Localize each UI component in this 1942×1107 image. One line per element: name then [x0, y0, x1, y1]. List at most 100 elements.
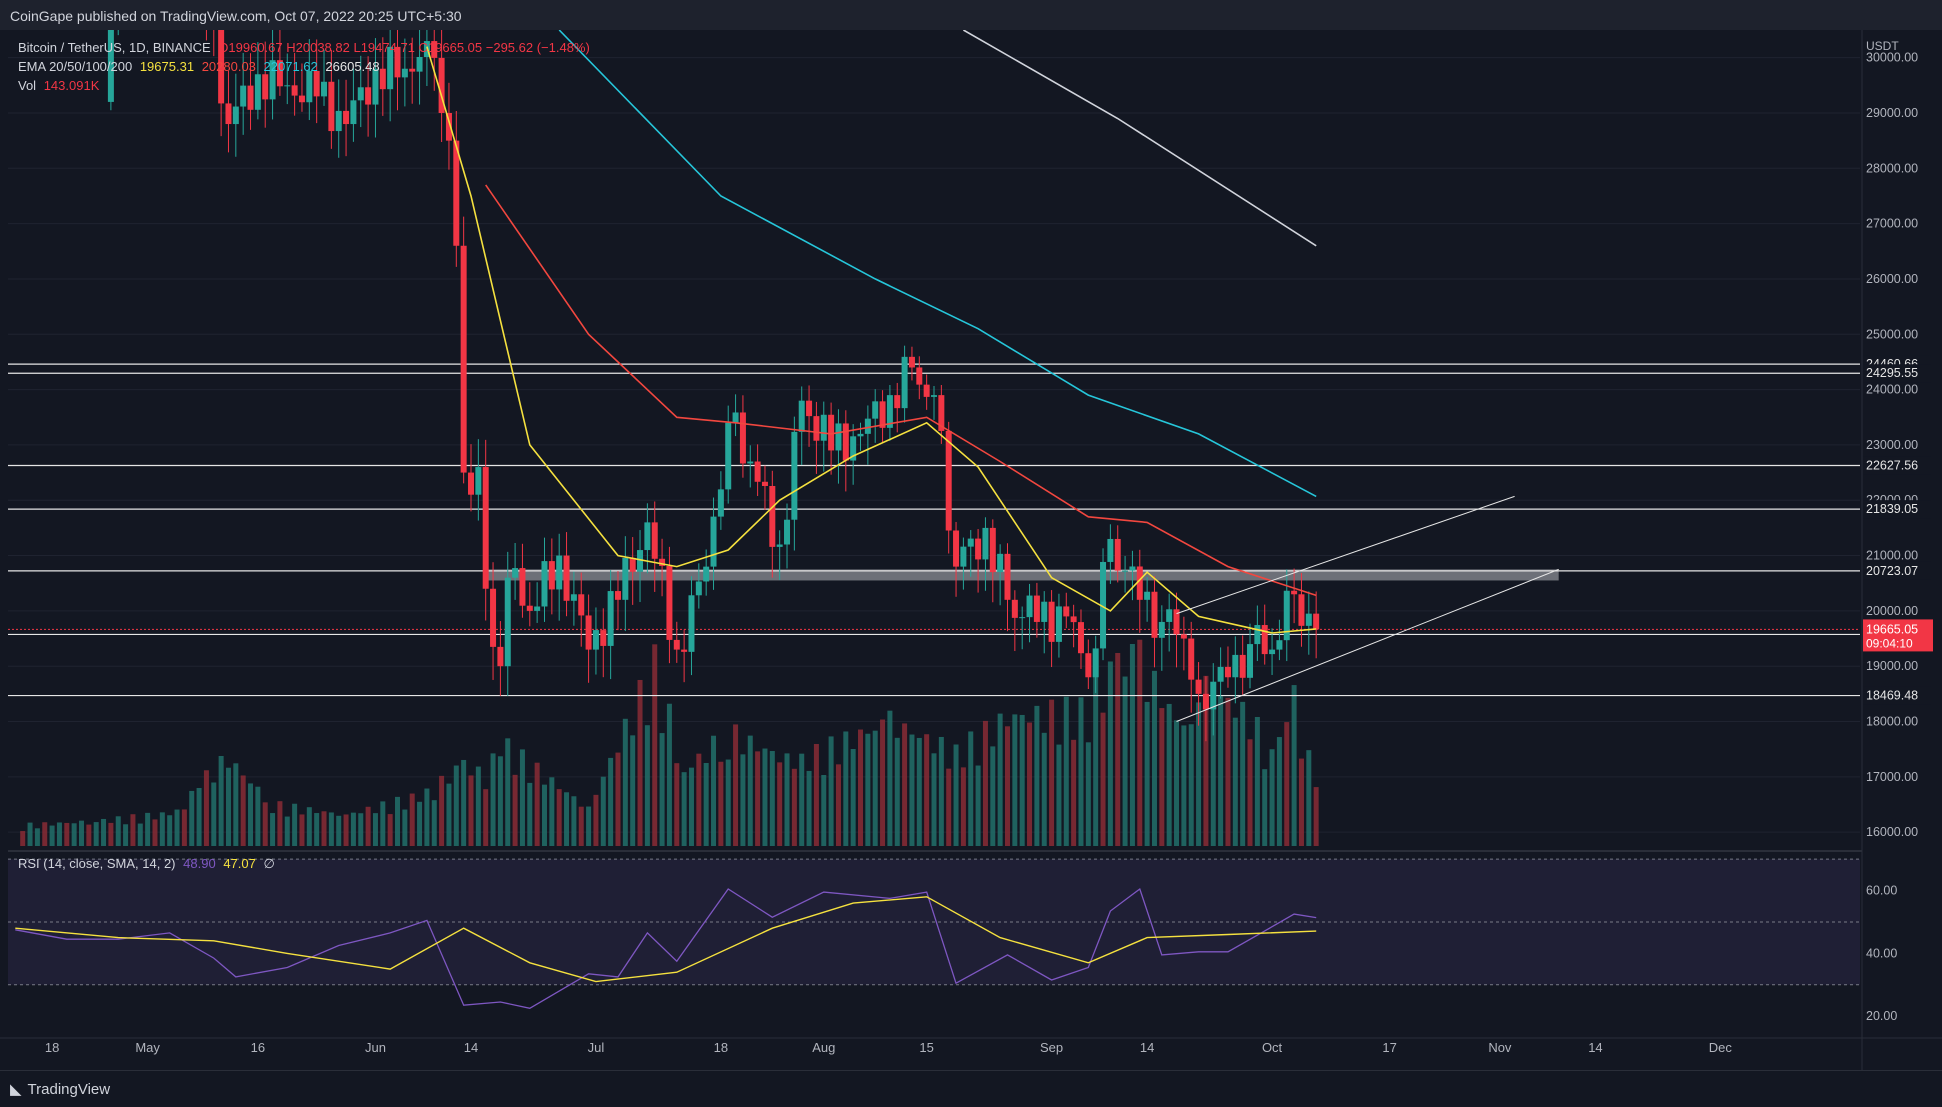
volume-bar — [821, 774, 827, 846]
volume-bar — [240, 775, 246, 846]
volume-bar — [299, 814, 305, 846]
time-tick-label: Jun — [365, 1040, 386, 1055]
candle-body — [394, 46, 401, 78]
candle-body — [1144, 591, 1151, 600]
volume-bar — [306, 807, 312, 846]
candle-body — [754, 461, 761, 482]
volume-bar — [218, 755, 224, 846]
volume-bar — [666, 703, 672, 846]
candle-body — [1136, 566, 1143, 600]
candle-body — [1180, 634, 1187, 639]
volume-bar — [835, 764, 841, 846]
candle-body — [453, 140, 460, 246]
price-tick-label: 28000.00 — [1866, 161, 1918, 175]
volume-bar — [938, 736, 944, 846]
candle-body — [585, 615, 592, 650]
volume-bar — [527, 782, 533, 846]
legend-rsi-label[interactable]: RSI (14, close, SMA, 14, 2) — [18, 856, 176, 871]
volume-bar — [453, 765, 459, 846]
candle-body — [504, 577, 511, 667]
volume-bar — [681, 772, 687, 846]
price-chart[interactable]: USDT 16000.00 17000.00 18000.00 19000.00 2000… — [0, 30, 1942, 1070]
candle-body — [276, 60, 283, 87]
candle-body — [732, 412, 739, 423]
candle-body — [857, 433, 864, 437]
price-tick-label: 26000.00 — [1866, 272, 1918, 286]
candle-body — [1114, 538, 1121, 571]
volume-bar — [130, 814, 136, 846]
price-tick-label: 25000.00 — [1866, 327, 1918, 341]
volume-bar — [571, 796, 577, 846]
volume-bar — [600, 776, 606, 846]
candle-body — [1217, 666, 1224, 682]
candle-body — [798, 400, 805, 432]
legend-ema-label[interactable]: EMA 20/50/100/200 — [18, 59, 133, 74]
volume-bar — [549, 777, 555, 846]
volume-bar — [42, 822, 48, 846]
candle-body — [1291, 590, 1298, 595]
candle-body — [482, 467, 489, 589]
volume-bar — [711, 735, 717, 846]
volume-bar — [78, 820, 84, 846]
price-tick-label: 16000.00 — [1866, 825, 1918, 839]
candle-body — [416, 56, 423, 72]
candle-body — [1019, 617, 1026, 619]
volume-bar — [1262, 769, 1268, 846]
candle-body — [592, 630, 599, 650]
volume-bar — [181, 809, 187, 846]
tradingview-logo[interactable]: ◣ TradingView — [10, 1080, 110, 1098]
volume-bar — [887, 710, 893, 846]
volume-bar — [1027, 722, 1033, 846]
candle-body — [1011, 599, 1018, 618]
price-tick-label: 18000.00 — [1866, 715, 1918, 729]
volume-bar — [1071, 739, 1077, 846]
candle-body — [460, 245, 467, 473]
candle-body — [387, 46, 394, 90]
volume-bar — [1019, 714, 1025, 846]
volume-bar — [196, 787, 202, 846]
candle-body — [747, 461, 754, 464]
volume-bar — [1129, 643, 1135, 846]
volume-bar — [1247, 739, 1253, 846]
candle-body — [997, 553, 1004, 573]
volume-bar — [997, 713, 1003, 846]
footer-brand: TradingView — [27, 1081, 111, 1098]
legend-symbol[interactable]: Bitcoin / TetherUS, 1D, BINANCE — [18, 40, 211, 55]
current-price-badge — [1863, 619, 1933, 652]
volume-bar — [762, 748, 768, 846]
candle-body — [578, 594, 585, 616]
candle-body — [1298, 594, 1305, 626]
volume-bar — [417, 801, 423, 846]
candle-body — [975, 538, 982, 560]
volume-bar — [350, 812, 356, 846]
volume-bar — [1004, 726, 1010, 846]
candle-body — [107, 30, 114, 102]
volume-bar — [277, 801, 283, 846]
volume-bar — [314, 813, 320, 846]
volume-bar — [909, 734, 915, 846]
legend-vol-label[interactable]: Vol — [18, 78, 37, 93]
candle-body — [1026, 595, 1033, 618]
candle-body — [673, 639, 680, 650]
volume-bar — [189, 790, 195, 846]
volume-bar — [791, 768, 797, 846]
candle-body — [989, 527, 996, 573]
candle-body — [519, 568, 526, 606]
volume-bar — [101, 818, 107, 846]
volume-bar — [1306, 750, 1312, 846]
volume-bar — [505, 738, 511, 846]
candle-body — [1063, 606, 1070, 617]
candle-body — [1048, 601, 1055, 642]
volume-bar — [395, 796, 401, 846]
candle-body — [1151, 591, 1158, 638]
volume-bar — [703, 763, 709, 846]
volume-bar — [108, 822, 114, 846]
candle-body — [445, 112, 452, 141]
volume-bar — [1240, 701, 1246, 846]
volume-bar — [225, 767, 231, 846]
volume-bar — [740, 754, 746, 846]
volume-bar — [865, 733, 871, 846]
volume-bar — [674, 763, 680, 846]
candle-body — [548, 561, 555, 590]
candle-body — [1100, 561, 1107, 649]
